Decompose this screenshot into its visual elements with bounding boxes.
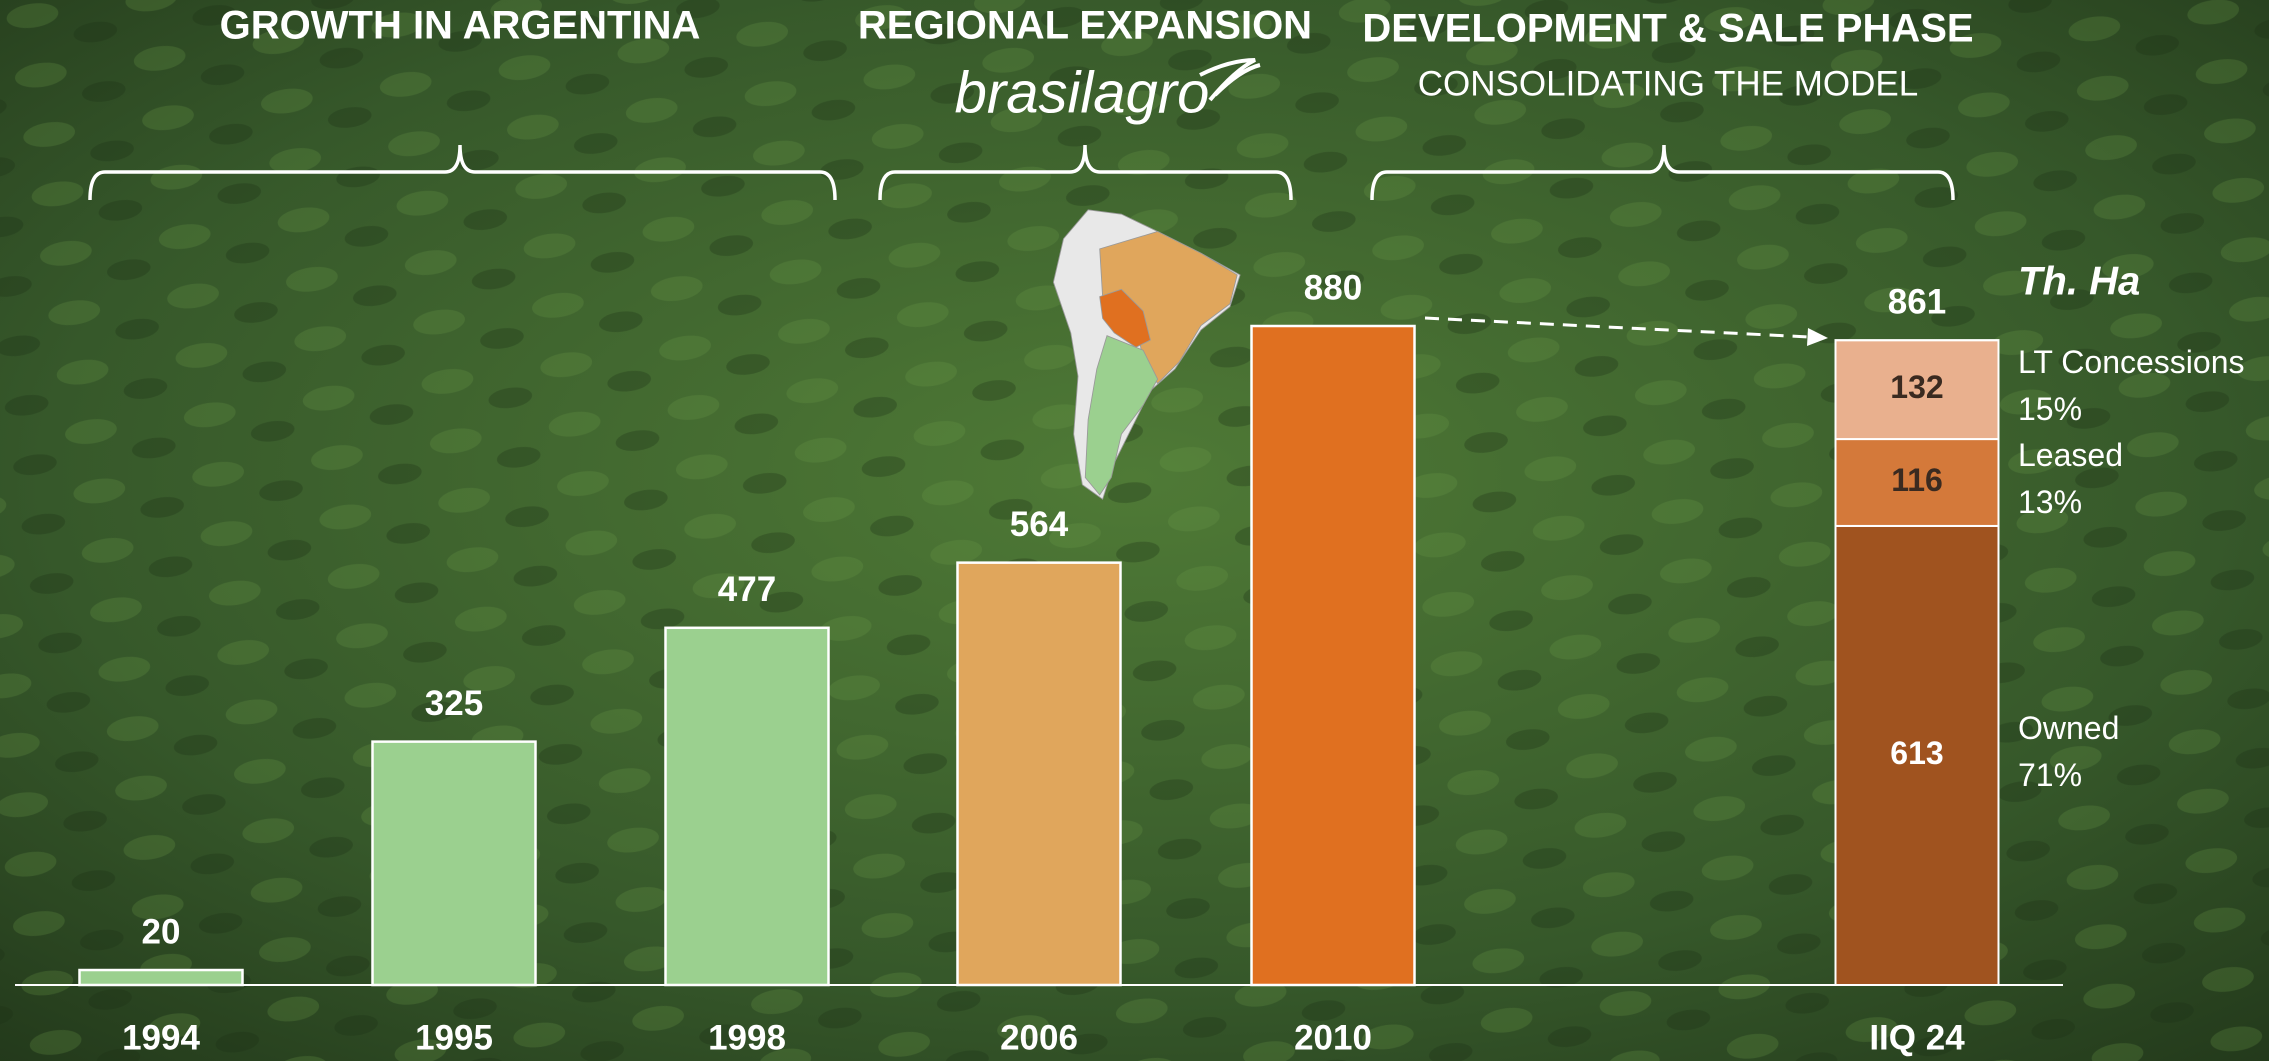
bar [666, 628, 829, 985]
legend-name: Owned [2018, 710, 2119, 746]
x-tick-label: 1995 [415, 1018, 493, 1057]
legend-share: 15% [2018, 391, 2082, 427]
phase-title: GROWTH IN ARGENTINA [220, 4, 701, 48]
x-tick-label: 1994 [122, 1018, 200, 1057]
unit-label: Th. Ha [2018, 260, 2140, 304]
segment-label: 116 [1891, 462, 1943, 498]
bar [958, 563, 1121, 985]
legend-share: 71% [2018, 757, 2082, 793]
page: {"chart_data": { "type": "bar", "phases"… [0, 0, 2269, 1061]
value-label: 20 [142, 912, 181, 951]
chart: GROWTH IN ARGENTINA REGIONAL EXPANSION b… [0, 0, 2269, 1061]
segment-label: 613 [1890, 735, 1943, 771]
segment-label: 132 [1890, 369, 1943, 405]
x-tick-label: 1998 [708, 1018, 786, 1057]
value-label: 880 [1304, 268, 1362, 307]
phase-title: DEVELOPMENT & SALE PHASE [1362, 7, 1973, 51]
bar [80, 970, 243, 985]
value-label: 564 [1010, 505, 1069, 544]
logo: brasilagro [955, 60, 1210, 125]
value-label: 477 [718, 570, 776, 609]
phase-title: REGIONAL EXPANSION [858, 4, 1312, 48]
phase-subtitle: CONSOLIDATING THE MODEL [1418, 64, 1918, 103]
value-label: 325 [425, 684, 483, 723]
legend-name: LT Concessions [2018, 344, 2244, 380]
legend-share: 13% [2018, 484, 2082, 520]
legend-name: Leased [2018, 437, 2123, 473]
bar [373, 742, 536, 985]
x-tick-label: IIQ 24 [1869, 1018, 1965, 1057]
x-tick-label: 2006 [1000, 1018, 1078, 1057]
value-label: 861 [1888, 282, 1946, 321]
bar [1252, 326, 1415, 985]
x-tick-label: 2010 [1294, 1018, 1372, 1057]
